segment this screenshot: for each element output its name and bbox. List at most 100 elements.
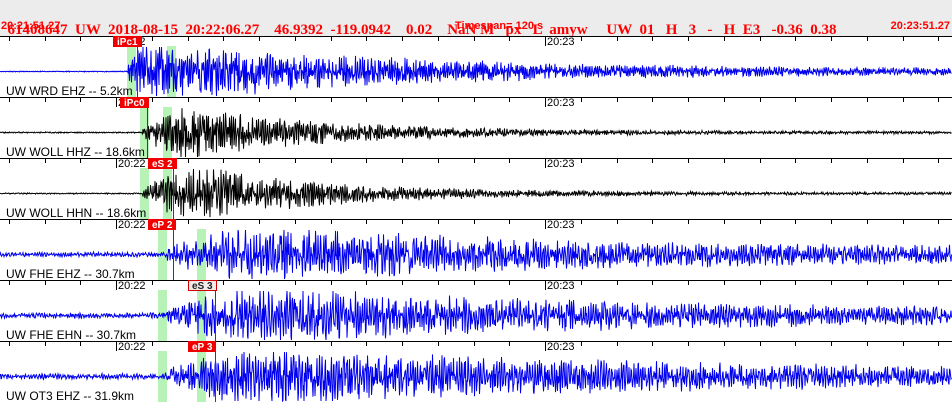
seismic-trace [0,290,952,341]
pick-line[interactable] [147,101,148,158]
axis-tick-minor [80,281,81,285]
axis-tick-minor [617,281,618,285]
axis-tick-minor [438,281,439,285]
pick-label[interactable]: iPc0 [120,97,149,109]
axis-tick-minor [903,98,904,102]
axis-tick-minor [45,98,46,102]
trace-panel[interactable]: 20:22 20:23 eP 3 UW OT3 EHZ -- 31.9km [0,341,952,402]
station-label: UW FHE EHN -- 30.7km [6,328,137,342]
axis-tick-minor [438,98,439,102]
axis-tick-minor [581,220,582,224]
axis-tick-minor [438,159,439,163]
pick-line[interactable] [173,162,174,219]
axis-tick-major [545,37,546,46]
axis-tick-major [545,281,546,290]
axis-tick-minor [474,342,475,346]
axis-tick-minor [295,281,296,285]
trace-panel[interactable]: 20:22 20:23 eS 3 UW FHE EHN -- 30.7km [0,280,952,341]
trace-panel[interactable]: 20:22 20:23 eP 2 UW FHE EHZ -- 30.7km [0,219,952,280]
axis-tick-minor [366,342,367,346]
axis-tick-minor [9,220,10,224]
pick-label[interactable]: eP 2 [148,219,177,231]
axis-tick-minor [80,37,81,41]
axis-tick-minor [760,98,761,102]
axis-tick-minor [509,37,510,41]
axis-tick-minor [724,159,725,163]
axis-tick-minor [295,159,296,163]
axis-tick-major [545,98,546,107]
axis-tick-label: 20:23 [547,341,575,353]
axis-tick-minor [223,98,224,102]
axis-tick-minor [474,37,475,41]
station-label: UW FHE EHZ -- 30.7km [6,267,135,281]
axis-tick-minor [831,37,832,41]
axis-tick-minor [295,342,296,346]
axis-tick-minor [474,281,475,285]
axis-tick-minor [938,281,939,285]
axis-tick-minor [831,281,832,285]
pick-label[interactable]: eP 3 [188,341,217,353]
axis-tick-minor [903,220,904,224]
axis-tick-minor [259,37,260,41]
header-text: 61408647 UW 2018-08-15 20:22:06.27 46.93… [7,22,837,38]
pick-line[interactable] [215,284,216,341]
axis-tick-minor [581,281,582,285]
pick-label[interactable]: eS 3 [188,280,217,292]
axis-tick-minor [223,220,224,224]
axis-tick-minor [402,220,403,224]
axis-tick-minor [331,37,332,41]
pick-line[interactable] [215,345,216,402]
axis-tick-minor [259,342,260,346]
axis-tick-minor [295,98,296,102]
axis-tick-minor [652,281,653,285]
time-axis: 20:22 20:23 [0,158,952,170]
axis-tick-minor [152,98,153,102]
axis-tick-minor [9,342,10,346]
axis-tick-minor [724,220,725,224]
axis-tick-minor [938,220,939,224]
time-axis: 20:22 20:23 [0,219,952,231]
axis-tick-minor [259,159,260,163]
axis-tick-label: 20:23 [547,280,575,292]
axis-tick-minor [45,37,46,41]
axis-tick-minor [903,37,904,41]
axis-tick-minor [795,98,796,102]
pick-label[interactable]: iPc1 [113,36,142,48]
axis-tick-minor [223,281,224,285]
axis-tick-major [116,159,117,168]
axis-tick-minor [331,159,332,163]
axis-tick-minor [617,159,618,163]
axis-tick-minor [295,37,296,41]
axis-tick-minor [438,342,439,346]
axis-tick-minor [80,220,81,224]
pick-line[interactable] [173,223,174,280]
axis-tick-minor [152,37,153,41]
axis-tick-minor [617,220,618,224]
axis-tick-minor [259,281,260,285]
axis-tick-minor [366,159,367,163]
axis-tick-minor [760,342,761,346]
axis-tick-minor [188,37,189,41]
axis-tick-minor [366,98,367,102]
axis-tick-minor [45,281,46,285]
pick-line[interactable] [137,40,138,97]
pick-label[interactable]: eS 2 [148,158,177,170]
axis-tick-minor [688,159,689,163]
axis-tick-major [116,98,117,107]
station-label: UW WRD EHZ -- 5.2km [6,84,133,98]
axis-line [0,36,952,37]
seismic-trace [0,46,952,97]
seismic-trace [0,107,952,158]
axis-tick-minor [188,220,189,224]
axis-tick-minor [617,342,618,346]
axis-tick-minor [9,98,10,102]
axis-tick-minor [938,342,939,346]
axis-tick-minor [688,98,689,102]
axis-tick-major [545,342,546,351]
axis-tick-minor [331,342,332,346]
trace-panel[interactable]: 20:22 20:23 eS 2 UW WOLL HHN -- 18.6km [0,158,952,219]
seismic-trace [0,168,952,219]
axis-tick-minor [581,342,582,346]
